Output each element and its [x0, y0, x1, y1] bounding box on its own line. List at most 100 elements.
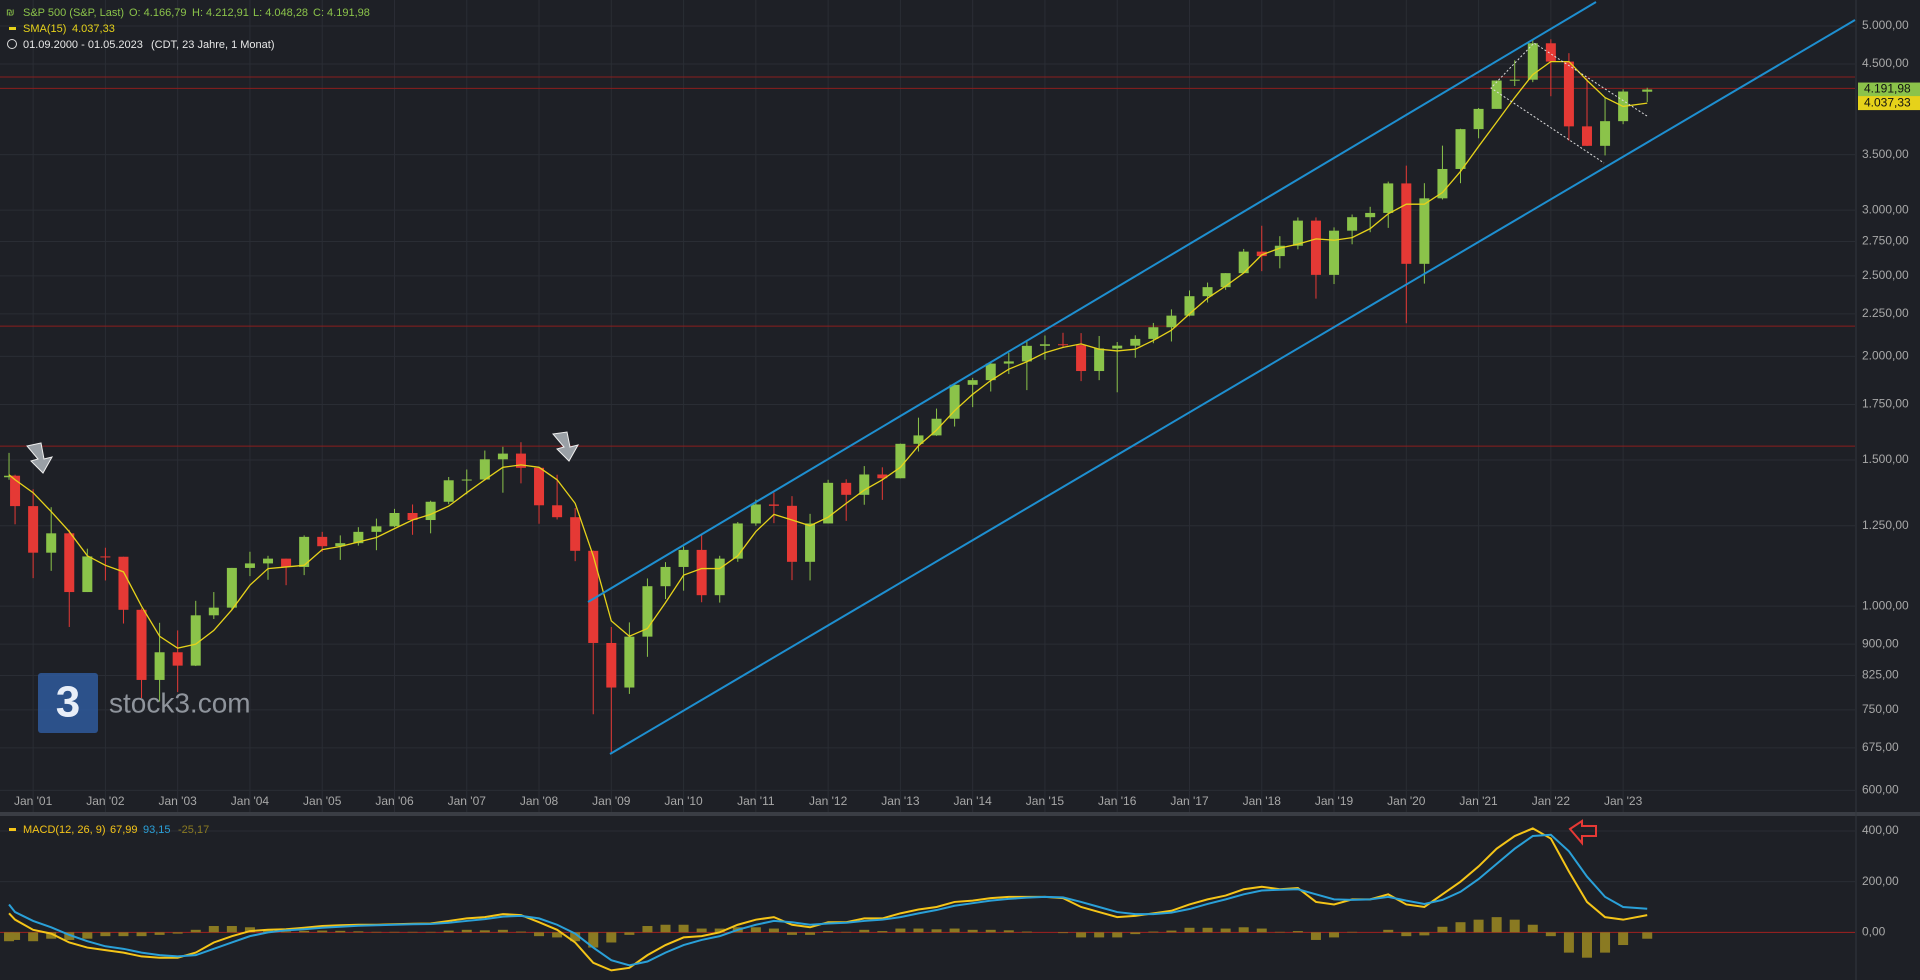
- candle-body: [425, 501, 436, 521]
- x-tick-label: Jan '09: [592, 794, 631, 808]
- channel-upper: [587, 1, 1597, 603]
- histogram-bar: [1329, 932, 1340, 938]
- sma-line: [8, 60, 1648, 649]
- x-tick-label: Jan '05: [303, 794, 342, 808]
- price-badge: [1858, 82, 1920, 97]
- x-tick-label: Jan '18: [1243, 794, 1282, 808]
- x-tick-label: Jan '04: [231, 794, 270, 808]
- candle-body: [389, 512, 400, 527]
- candle-body: [1401, 183, 1412, 264]
- candle-body: [1600, 121, 1611, 146]
- candle-body: [1148, 327, 1159, 339]
- candle-body: [335, 543, 346, 547]
- x-tick-label: Jan '07: [448, 794, 487, 808]
- y-tick-label: 2.250,00: [1862, 306, 1909, 320]
- chart-icon: ₪: [6, 8, 15, 19]
- candle-body: [841, 482, 852, 495]
- ohlc-low: L: 4.048,28: [253, 7, 308, 19]
- logo: [38, 673, 98, 733]
- candle-body: [1509, 79, 1520, 81]
- candle-body: [588, 550, 599, 643]
- candle-body: [1238, 251, 1249, 274]
- y-tick-label: 825,00: [1862, 668, 1899, 682]
- y-tick-label: 1.500,00: [1862, 452, 1909, 466]
- histogram-bar: [46, 932, 57, 939]
- histogram-bar: [714, 928, 725, 933]
- histogram-bar: [1347, 931, 1358, 933]
- x-tick-label: Jan '01: [14, 794, 53, 808]
- y-tick-label: 750,00: [1862, 702, 1899, 716]
- y-tick-label: 3.500,00: [1862, 147, 1909, 161]
- x-tick-label: Jan '19: [1315, 794, 1354, 808]
- candle-body: [154, 652, 165, 680]
- candle-body: [1076, 345, 1087, 372]
- y-tick-label: 1.250,00: [1862, 518, 1909, 532]
- macd-value: 67,99: [110, 824, 138, 836]
- candle-body: [10, 475, 21, 507]
- x-tick-label: Jan '03: [159, 794, 198, 808]
- ohlc-high: H: 4.212,91: [192, 7, 249, 19]
- candle-body: [515, 453, 526, 468]
- histogram-bar: [154, 932, 165, 935]
- histogram-bar: [786, 932, 797, 935]
- candle-body: [1094, 348, 1105, 372]
- histogram-bar: [1455, 922, 1466, 933]
- candle-body: [1202, 287, 1213, 297]
- clock-icon: [7, 39, 17, 49]
- candle-body: [244, 563, 255, 568]
- candle-body: [136, 609, 147, 680]
- candle-body: [497, 453, 508, 460]
- price-badge-label: 4.191,98: [1864, 82, 1911, 96]
- watermark: stock3.com: [109, 687, 251, 718]
- histogram-bar: [931, 929, 942, 933]
- x-tick-label: Jan '02: [86, 794, 125, 808]
- candle-body: [1365, 212, 1376, 218]
- x-tick-label: Jan '12: [809, 794, 848, 808]
- histogram-bar: [841, 931, 852, 933]
- candle-body: [949, 384, 960, 419]
- candle-body: [1021, 345, 1032, 362]
- y-tick-label: 1.750,00: [1862, 397, 1909, 411]
- y-tick-label: 5.000,00: [1862, 18, 1909, 32]
- histogram-bar: [335, 930, 346, 933]
- x-tick-label: Jan '22: [1532, 794, 1571, 808]
- histogram-bar: [1509, 919, 1520, 933]
- candle-body: [877, 474, 888, 479]
- candle-body: [118, 556, 129, 610]
- candle-body: [281, 558, 292, 567]
- arrow-marker: [552, 431, 580, 462]
- x-tick-label: Jan '10: [664, 794, 703, 808]
- histogram-bar: [949, 928, 960, 933]
- candle-body: [1473, 108, 1484, 130]
- arrow-marker: [26, 442, 54, 474]
- x-tick-label: Jan '16: [1098, 794, 1137, 808]
- candle-body: [461, 479, 472, 481]
- histogram-bar: [407, 931, 418, 933]
- macd-title: MACD(12, 26, 9): [23, 824, 106, 836]
- histogram-bar: [371, 931, 382, 933]
- histogram-bar: [353, 931, 364, 933]
- channel-lower: [609, 19, 1856, 755]
- candle-body: [660, 566, 671, 587]
- histogram-bar: [1401, 932, 1412, 937]
- candle-body: [172, 652, 183, 666]
- histogram-bar: [461, 929, 472, 933]
- histogram-bar: [1491, 917, 1502, 933]
- period: 01.09.2000 - 01.05.2023: [23, 39, 143, 51]
- signal-value: 93,15: [143, 824, 171, 836]
- candle-body: [805, 523, 816, 562]
- candle-body: [1491, 80, 1502, 109]
- histogram-bar: [534, 932, 545, 937]
- histogram-bar: [696, 928, 707, 933]
- histogram-bar: [1419, 932, 1430, 936]
- candle-body: [1292, 220, 1303, 246]
- histogram-bar: [64, 932, 75, 940]
- y-tick-label: 2.000,00: [1862, 348, 1909, 362]
- candle-body: [1112, 345, 1123, 349]
- candle-body: [1347, 217, 1358, 231]
- candle-body: [931, 418, 942, 436]
- histogram-bar: [10, 932, 21, 940]
- histogram-bar: [226, 926, 237, 933]
- chart-title: S&P 500 (S&P, Last): [23, 7, 124, 19]
